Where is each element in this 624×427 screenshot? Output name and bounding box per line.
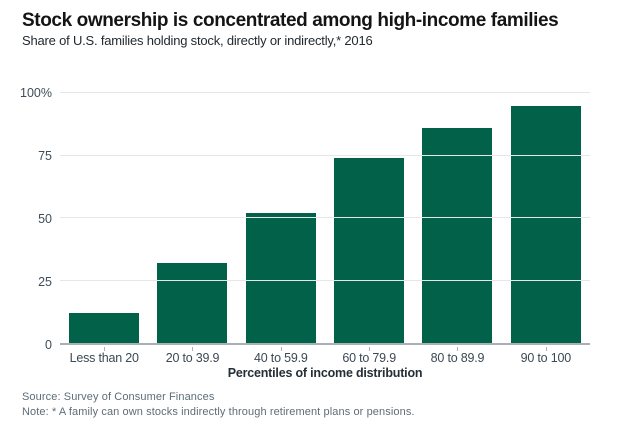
x-slot: 90 to 100	[502, 347, 590, 365]
x-axis: Less than 20 20 to 39.9 40 to 59.9 60 to 79…	[60, 347, 590, 365]
x-slot: 20 to 39.9	[148, 347, 236, 365]
bar-slot	[413, 93, 501, 343]
x-tick	[192, 347, 194, 351]
x-slot: Less than 20	[60, 347, 148, 365]
x-tick-label: 20 to 39.9	[165, 351, 220, 365]
bar-80-to-89-9	[422, 128, 493, 343]
y-axis: 100% 75 50 25 0	[0, 86, 52, 352]
chart-subtitle: Share of U.S. families holding stock, di…	[22, 33, 373, 48]
y-tick-label: 50	[38, 212, 52, 226]
x-tick	[369, 347, 371, 351]
x-tick	[545, 347, 547, 351]
x-tick	[280, 347, 282, 351]
bar-slot	[60, 93, 148, 343]
x-tick	[457, 347, 459, 351]
x-axis-title: Percentiles of income distribution	[227, 366, 423, 380]
bar-slot	[502, 93, 590, 343]
x-tick-label: Less than 20	[69, 351, 139, 365]
footer-note: Note: * A family can own stocks indirect…	[22, 406, 415, 418]
gridline	[60, 154, 590, 156]
bar-90-to-100	[510, 105, 581, 343]
bars-container	[60, 93, 590, 343]
x-slot: 80 to 89.9	[413, 347, 501, 365]
chart-title: Stock ownership is concentrated among hi…	[22, 10, 559, 31]
bar-20-to-39-9	[157, 263, 228, 343]
footer-source: Source: Survey of Consumer Finances	[22, 391, 215, 403]
y-tick-label: 0	[45, 338, 52, 352]
bar-40-to-59-9	[245, 213, 316, 343]
y-tick-label: 100%	[20, 86, 52, 100]
y-tick-label: 75	[38, 149, 52, 163]
gridline	[60, 217, 590, 218]
x-tick-label: 60 to 79.9	[342, 351, 396, 365]
gridline	[60, 92, 590, 93]
x-slot: 60 to 79.9	[325, 347, 413, 365]
x-tick-label: 40 to 59.9	[254, 351, 308, 365]
bar-60-to-79-9	[334, 158, 405, 343]
x-tick	[104, 347, 106, 351]
bar-slot	[325, 93, 413, 343]
bar-less-than-20	[69, 313, 140, 343]
x-tick-label: 90 to 100	[520, 351, 572, 365]
x-slot: 40 to 59.9	[237, 347, 325, 365]
gridline	[60, 279, 590, 281]
y-tick-label: 25	[38, 275, 52, 289]
bar-slot	[148, 93, 236, 343]
bar-slot	[237, 93, 325, 343]
x-tick-label: 80 to 89.9	[430, 351, 485, 365]
plot-area	[60, 92, 590, 345]
